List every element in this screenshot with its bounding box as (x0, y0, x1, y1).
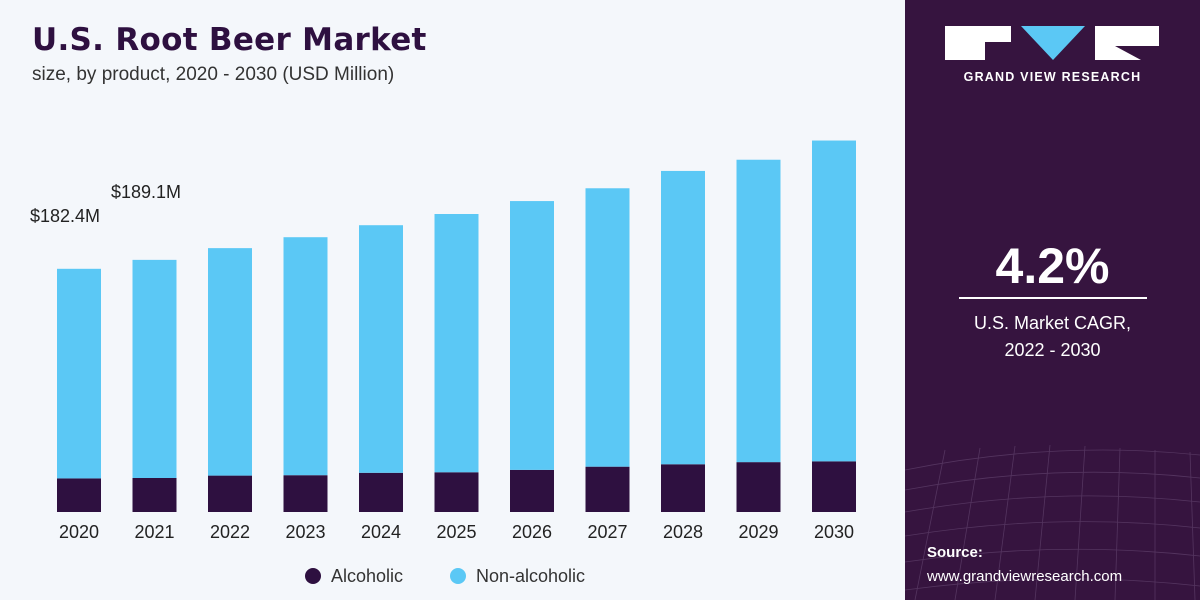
bar-alcoholic-2030 (812, 461, 856, 512)
bar-alcoholic-2029 (736, 462, 781, 512)
brand-name: GRAND VIEW RESEARCH (963, 70, 1142, 84)
source-link[interactable]: www.grandviewresearch.com (927, 568, 1123, 585)
cagr-label: U.S. Market CAGR, 2022 - 2030 (905, 310, 1200, 364)
bar-alcoholic-2020 (57, 478, 101, 512)
bar-non-alcoholic-2026 (510, 201, 554, 470)
bar-alcoholic-2027 (585, 466, 630, 512)
bar-non-alcoholic-2020 (57, 268, 101, 479)
legend-label-alcoholic: Alcoholic (331, 566, 403, 586)
bar-non-alcoholic-2021 (132, 259, 177, 478)
x-tick-label-2025: 2025 (436, 522, 476, 542)
source-label: Source: (927, 544, 983, 561)
wireframe-grid-decoration (905, 444, 1200, 600)
cagr-divider (959, 297, 1147, 299)
x-tick-label-2029: 2029 (738, 522, 778, 542)
x-tick-label-2023: 2023 (285, 522, 325, 542)
gvr-logo-icon (945, 26, 1159, 60)
bar-alcoholic-2026 (510, 469, 554, 512)
cagr-label-line2: 2022 - 2030 (1004, 340, 1101, 360)
bar-non-alcoholic-2029 (736, 159, 781, 463)
data-label-2021: $189.1M (111, 182, 181, 202)
chart-area: U.S. Root Beer Market size, by product, … (30, 22, 856, 586)
x-tick-label-2021: 2021 (134, 522, 174, 542)
legend-marker-non-alcoholic (450, 568, 466, 584)
legend-marker-alcoholic (305, 568, 321, 584)
legend-label-non-alcoholic: Non-alcoholic (476, 566, 585, 586)
bar-non-alcoholic-2023 (283, 237, 328, 476)
bar-non-alcoholic-2022 (208, 248, 252, 476)
bar-non-alcoholic-2024 (359, 225, 403, 473)
x-tick-label-2024: 2024 (361, 522, 401, 542)
bar-alcoholic-2023 (283, 475, 328, 512)
info-panel: GRAND VIEW RESEARCH 4.2% U.S. Market CAG… (905, 0, 1200, 600)
x-tick-label-2022: 2022 (210, 522, 250, 542)
x-tick-label-2026: 2026 (512, 522, 552, 542)
data-label-2020: $182.4M (30, 206, 100, 226)
bar-non-alcoholic-2028 (661, 170, 705, 465)
bar-alcoholic-2024 (359, 472, 403, 512)
bar-non-alcoholic-2025 (434, 214, 479, 473)
chart-subtitle: size, by product, 2020 - 2030 (USD Milli… (32, 64, 395, 85)
bar-alcoholic-2022 (208, 475, 252, 512)
bar-non-alcoholic-2027 (585, 188, 630, 467)
cagr-label-line1: U.S. Market CAGR, (973, 313, 1132, 333)
bar-alcoholic-2028 (661, 464, 705, 512)
stacked-bar-chart: 2020 2021 2022 2023 2024 2025 2026 2027 2028 2029… (30, 140, 856, 586)
bar-alcoholic-2025 (434, 472, 479, 512)
chart-title: U.S. Root Beer Market (32, 22, 427, 58)
bar-non-alcoholic-2030 (812, 140, 856, 462)
x-tick-label-2028: 2028 (663, 522, 703, 542)
cagr-value: 4.2% (995, 238, 1110, 294)
x-tick-label-2020: 2020 (59, 522, 99, 542)
bar-alcoholic-2021 (132, 478, 177, 512)
x-tick-label-2027: 2027 (587, 522, 627, 542)
x-tick-label-2030: 2030 (814, 522, 854, 542)
